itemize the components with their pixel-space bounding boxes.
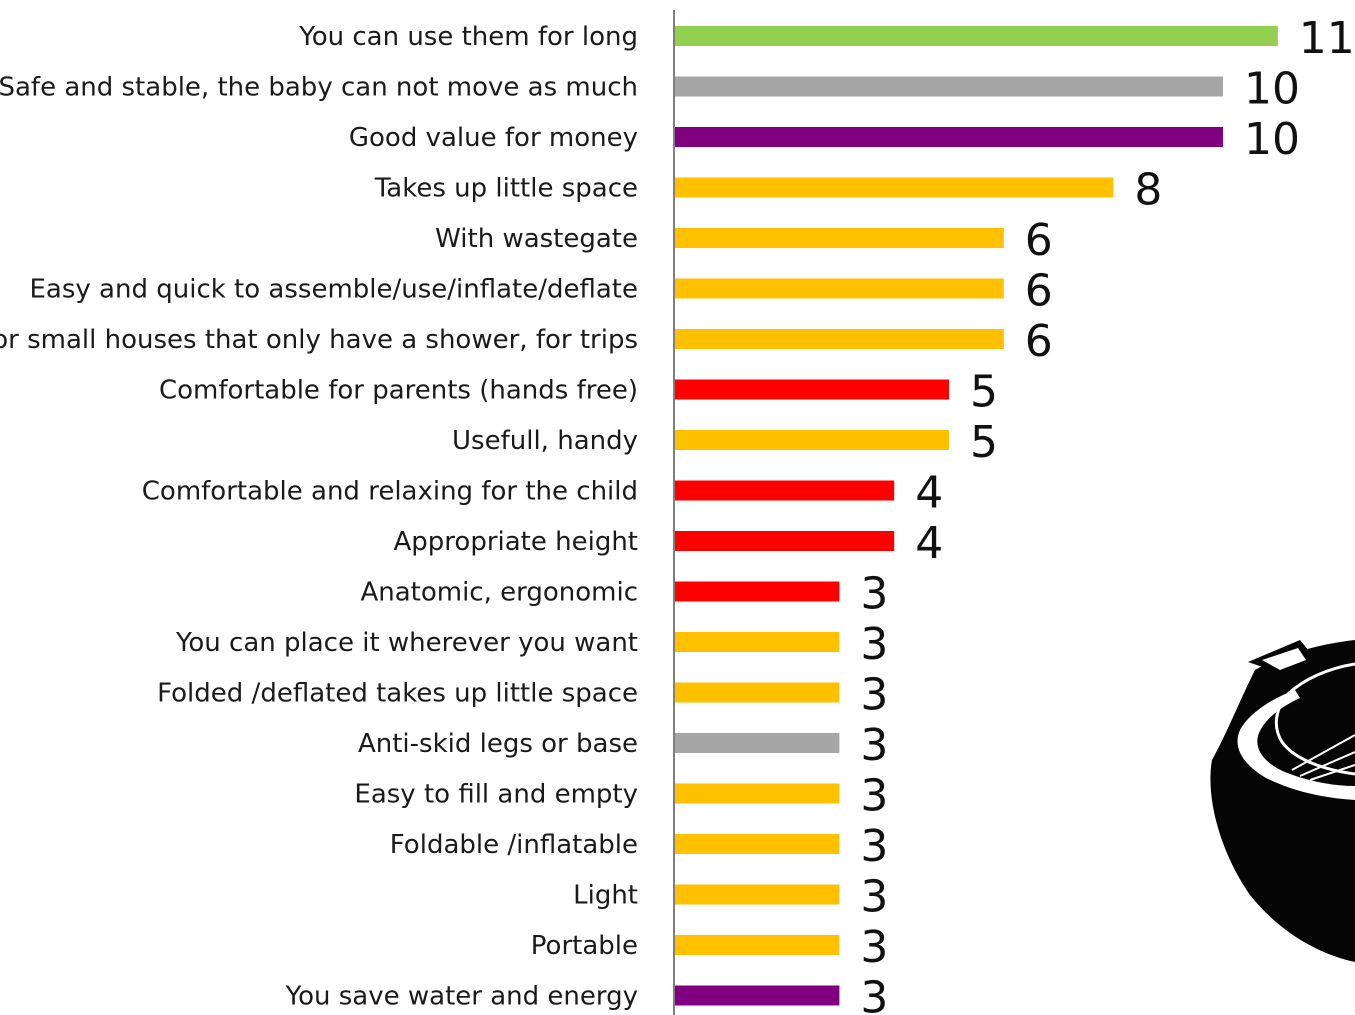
category-label: Easy and quick to assemble/use/inflate/d… [30, 275, 639, 305]
value-label: 6 [1025, 215, 1053, 266]
bar [675, 379, 949, 400]
bar [675, 884, 840, 905]
bar [675, 682, 840, 703]
bar [675, 783, 840, 804]
category-label: Folded /deflated takes up little space [157, 679, 638, 709]
category-label: With wastegate [435, 224, 638, 254]
value-label: 4 [915, 518, 943, 569]
bar [675, 329, 1004, 349]
category-label: Portable [531, 931, 638, 961]
category-label: You can place it wherever you want [175, 628, 638, 658]
category-label: Good value for money [349, 123, 638, 153]
category-label: Safe and stable, the baby can not move a… [0, 73, 638, 103]
value-label: 3 [860, 872, 888, 923]
bar [675, 278, 1004, 299]
value-label: 3 [860, 973, 888, 1015]
category-label: Comfortable and relaxing for the child [142, 477, 638, 507]
bar [675, 985, 840, 1006]
baby-bathtub-icon [1210, 640, 1355, 962]
category-label: Anatomic, ergonomic [360, 578, 638, 608]
category-label: Appropriate height [394, 527, 639, 557]
value-label: 6 [1025, 266, 1053, 317]
bar [675, 935, 840, 955]
bar [675, 531, 895, 551]
value-label: 3 [860, 771, 888, 822]
bar [675, 26, 1278, 46]
value-label: 3 [860, 720, 888, 771]
bar [675, 581, 840, 602]
bar [675, 632, 840, 652]
bar [675, 430, 949, 450]
value-label: 11 [1299, 13, 1355, 64]
category-label: Foldable /inflatable [390, 830, 638, 860]
value-label: 3 [860, 569, 888, 620]
category-label: Usefull, handy [452, 426, 638, 456]
bar [675, 76, 1223, 97]
category-label: You can use them for long [298, 22, 638, 52]
category-label: Takes up little space [374, 174, 638, 204]
category-label: Light [573, 881, 638, 911]
value-label: 10 [1244, 64, 1300, 115]
value-label: 6 [1025, 316, 1053, 367]
category-label: You save water and energy [285, 982, 638, 1012]
value-label: 3 [860, 922, 888, 973]
value-label: 4 [915, 468, 943, 519]
value-label: 3 [860, 821, 888, 872]
category-label: Easy to fill and empty [354, 780, 638, 810]
category-label: Anti-skid legs or base [358, 729, 638, 759]
bar [675, 480, 895, 501]
category-label: Comfortable for parents (hands free) [159, 376, 638, 406]
value-label: 3 [860, 670, 888, 721]
bar [675, 733, 840, 753]
bar [675, 127, 1223, 147]
value-label: 5 [970, 367, 998, 418]
value-label: 10 [1244, 114, 1300, 165]
category-label: For small houses that only have a shower… [0, 325, 638, 355]
bar [675, 177, 1114, 198]
bar [675, 228, 1004, 248]
bar [675, 834, 840, 854]
value-label: 8 [1134, 165, 1162, 216]
value-label: 3 [860, 619, 888, 670]
value-label: 5 [970, 417, 998, 468]
